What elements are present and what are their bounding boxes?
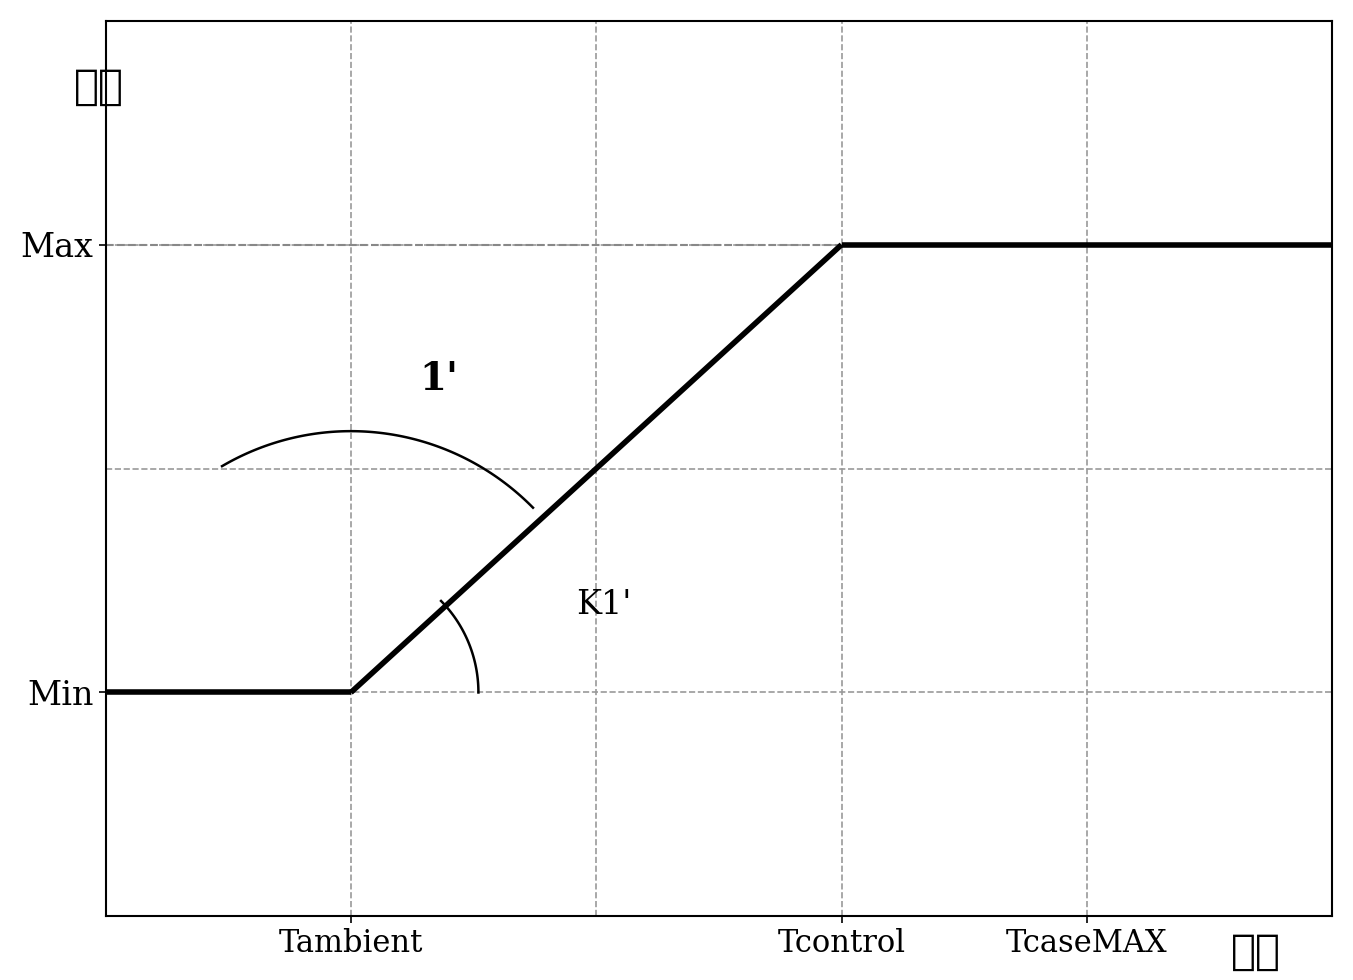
Text: K1': K1'	[576, 589, 632, 621]
Text: 1': 1'	[419, 361, 459, 398]
Text: 功率: 功率	[74, 66, 124, 108]
Text: 温度: 温度	[1231, 931, 1281, 973]
